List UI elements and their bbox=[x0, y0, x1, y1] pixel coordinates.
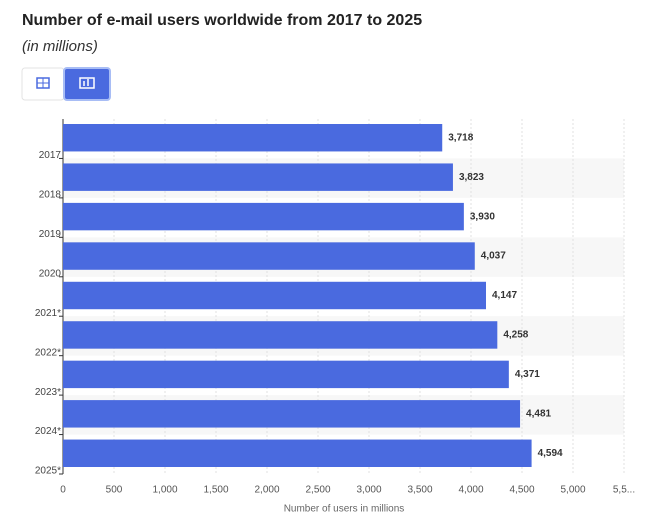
value-label: 3,823 bbox=[459, 172, 484, 183]
x-tick-label: 1,000 bbox=[152, 485, 177, 496]
x-tick-label: 2,000 bbox=[254, 485, 279, 496]
bar bbox=[63, 439, 532, 467]
chart-toggle[interactable] bbox=[63, 67, 111, 101]
value-label: 4,481 bbox=[526, 408, 551, 419]
bar bbox=[63, 163, 453, 191]
bar bbox=[63, 400, 521, 428]
x-tick-label: 4,500 bbox=[509, 485, 534, 496]
y-tick-label: 2022* bbox=[35, 347, 61, 358]
x-tick-label: 0 bbox=[60, 485, 66, 496]
y-tick-label: 2023* bbox=[35, 387, 61, 398]
value-label: 3,718 bbox=[448, 132, 473, 143]
x-tick-label: 5,5... bbox=[613, 485, 635, 496]
y-tick-label: 2017 bbox=[39, 150, 62, 161]
y-tick-label: 2019 bbox=[39, 229, 62, 240]
bar bbox=[63, 124, 443, 152]
bar bbox=[63, 281, 486, 310]
x-tick-label: 2,500 bbox=[305, 485, 330, 496]
x-tick-label: 500 bbox=[106, 485, 123, 496]
bar bbox=[63, 360, 509, 389]
value-label: 4,037 bbox=[481, 251, 506, 262]
x-tick-label: 3,000 bbox=[356, 485, 381, 496]
chart-icon bbox=[79, 77, 95, 89]
table-toggle[interactable] bbox=[21, 67, 65, 101]
y-tick-label: 2021* bbox=[35, 308, 61, 319]
x-axis-label: Number of users in millions bbox=[284, 504, 405, 515]
y-tick-label: 2020 bbox=[39, 268, 62, 279]
value-label: 4,594 bbox=[538, 448, 563, 459]
value-label: 4,371 bbox=[515, 369, 540, 380]
value-label: 4,258 bbox=[503, 330, 528, 341]
chart-button[interactable] bbox=[63, 67, 111, 101]
y-tick-label: 2025* bbox=[35, 466, 61, 477]
value-label: 3,930 bbox=[470, 211, 495, 222]
x-tick-label: 1,500 bbox=[203, 485, 228, 496]
chart-title: Number of e-mail users worldwide from 20… bbox=[22, 12, 422, 29]
chart-subtitle: (in millions) bbox=[22, 38, 98, 55]
bar bbox=[63, 321, 498, 349]
x-tick-label: 4,000 bbox=[458, 485, 483, 496]
x-tick-label: 3,500 bbox=[407, 485, 432, 496]
value-label: 4,147 bbox=[492, 290, 517, 301]
x-tick-label: 5,000 bbox=[560, 485, 585, 496]
bar bbox=[63, 202, 464, 231]
bar bbox=[63, 242, 475, 270]
y-tick-label: 2024* bbox=[35, 426, 61, 437]
y-tick-label: 2018 bbox=[39, 190, 62, 201]
